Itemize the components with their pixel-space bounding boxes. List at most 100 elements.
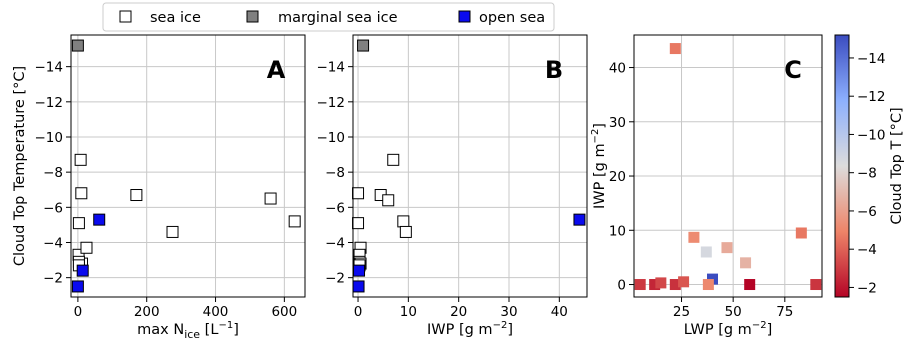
- point-marginal-sea-ice: [71, 39, 84, 52]
- point-open-sea: [93, 213, 106, 226]
- legend-label-sea-ice: sea ice: [150, 10, 201, 26]
- x-tick-label: 50: [725, 304, 742, 320]
- point-sea-ice: [166, 225, 179, 238]
- point-open-sea: [71, 280, 84, 293]
- point-sea-ice: [130, 189, 143, 202]
- point-open-sea: [352, 280, 365, 293]
- colorbar-tick-label: −8: [857, 166, 877, 182]
- panel-b-points: [352, 39, 586, 293]
- y-tick-label: −2: [43, 271, 63, 287]
- x-tick-label: 25: [673, 304, 690, 320]
- point-sea-ice: [399, 225, 412, 238]
- panel-b: 0 10 20 30 40 −14 −12 −10 −8 −6 −4 −2 B IWP [g m−2]: [317, 34, 588, 338]
- panel-c: 25 50 75 0 10 20 30 40 C LWP [g m−2] IWP [g m−2…: [590, 34, 823, 338]
- panel-a-label: A: [267, 56, 286, 84]
- y-tick-label: −10: [35, 130, 64, 146]
- legend-frame: [102, 2, 555, 32]
- panel-c-label: C: [784, 56, 802, 84]
- panel-c-ticks: 25 50 75 0 10 20 30 40: [609, 61, 794, 320]
- point-lwp-iwp: [634, 279, 646, 291]
- panel-c-xlabel: LWP [g m−2]: [684, 320, 772, 338]
- legend-label-open-sea: open sea: [479, 10, 545, 26]
- x-tick-label: 400: [203, 304, 229, 320]
- panel-a-xlabel: max Nice [L−1]: [137, 320, 239, 341]
- y-tick-label: −10: [317, 130, 346, 146]
- panel-a-grid: [71, 35, 305, 297]
- x-tick-label: 20: [450, 304, 467, 320]
- y-tick-label: 10: [609, 223, 626, 239]
- colorbar-tick-label: −14: [857, 51, 886, 67]
- y-tick-label: −12: [317, 95, 346, 111]
- point-lwp-iwp: [721, 242, 733, 254]
- y-tick-label: 40: [609, 61, 626, 77]
- y-tick-label: −14: [35, 60, 64, 76]
- x-tick-label: 30: [500, 304, 517, 320]
- x-tick-label: 0: [354, 304, 363, 320]
- colorbar-ticks: −2 −4 −6 −8 −10 −12 −14: [849, 51, 886, 296]
- point-sea-ice: [352, 187, 365, 200]
- panel-a: 0 200 400 600 −14 −12 −10 −8 −6 −4 −2 A max Nice […: [12, 34, 306, 341]
- panel-b-frame: [352, 34, 588, 298]
- panel-c-frame: [633, 34, 823, 298]
- point-lwp-iwp: [688, 231, 700, 243]
- point-sea-ice: [382, 194, 395, 207]
- panel-b-label: B: [545, 56, 563, 84]
- point-lwp-iwp: [678, 276, 690, 288]
- point-sea-ice: [397, 215, 410, 228]
- legend-marker-marginal-sea-ice: [246, 10, 259, 23]
- panel-a-ylabel: Cloud Top Temperature [°C]: [12, 66, 28, 266]
- point-lwp-iwp: [795, 227, 807, 239]
- point-lwp-iwp: [702, 279, 714, 291]
- point-lwp-iwp: [649, 279, 661, 291]
- y-tick-label: −8: [43, 165, 63, 181]
- x-tick-label: 0: [74, 304, 83, 320]
- y-tick-label: −8: [325, 165, 345, 181]
- point-sea-ice: [72, 217, 85, 230]
- legend-marker-open-sea: [458, 10, 471, 23]
- point-sea-ice: [75, 187, 88, 200]
- colorbar-tick-label: −4: [857, 242, 877, 258]
- point-open-sea: [76, 264, 89, 277]
- point-lwp-iwp: [655, 277, 667, 289]
- y-tick-label: −12: [35, 95, 64, 111]
- legend-marker-sea-ice: [119, 10, 132, 23]
- point-open-sea: [353, 264, 366, 277]
- y-tick-label: −4: [325, 235, 345, 251]
- point-sea-ice: [288, 215, 301, 228]
- point-sea-ice: [74, 153, 87, 166]
- colorbar-gradient: [834, 34, 850, 298]
- point-lwp-iwp: [669, 43, 681, 55]
- point-lwp-iwp: [740, 257, 752, 269]
- colorbar-label: Cloud Top T [°C]: [889, 107, 904, 224]
- y-tick-label: −6: [325, 200, 345, 216]
- point-sea-ice: [80, 241, 93, 254]
- panel-b-grid: [353, 35, 587, 297]
- point-lwp-iwp: [744, 279, 756, 291]
- point-open-sea: [573, 213, 586, 226]
- panel-b-xlabel: IWP [g m−2]: [427, 320, 513, 338]
- point-marginal-sea-ice: [357, 39, 370, 52]
- point-lwp-iwp: [669, 279, 681, 291]
- panel-b-ticks: 0 10 20 30 40 −14 −12 −10 −8 −6 −4 −2: [317, 60, 568, 320]
- x-tick-label: 600: [271, 304, 297, 320]
- y-tick-label: −2: [325, 271, 345, 287]
- panel-c-grid: [634, 35, 822, 297]
- colorbar-tick-label: −10: [857, 127, 886, 143]
- panel-c-points: [634, 43, 822, 291]
- y-tick-label: −14: [317, 60, 346, 76]
- point-sea-ice: [387, 153, 400, 166]
- x-tick-label: 200: [134, 304, 160, 320]
- panel-a-ticks: 0 200 400 600 −14 −12 −10 −8 −6 −4 −2: [35, 60, 298, 320]
- panel-a-points: [71, 39, 301, 293]
- point-sea-ice: [264, 192, 277, 205]
- y-tick-label: 30: [609, 115, 626, 131]
- x-tick-label: 10: [400, 304, 417, 320]
- point-sea-ice: [352, 217, 365, 230]
- y-tick-label: −6: [43, 200, 63, 216]
- y-tick-label: −4: [43, 235, 63, 251]
- panel-a-frame: [70, 34, 306, 298]
- point-lwp-iwp: [810, 279, 822, 291]
- colorbar-tick-label: −6: [857, 204, 877, 220]
- colorbar-tick-label: −2: [857, 280, 877, 296]
